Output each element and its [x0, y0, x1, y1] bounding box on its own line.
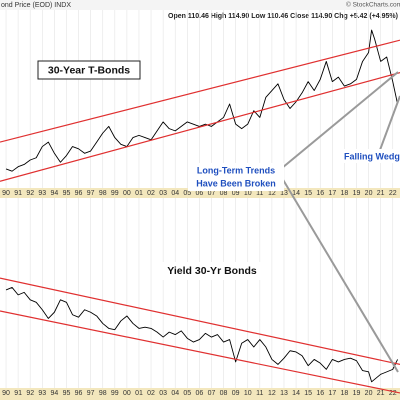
x-tick-label: 14 — [292, 390, 300, 397]
x-tick-label: 22 — [389, 190, 397, 197]
x-tick-label: 93 — [38, 390, 46, 397]
x-tick-label: 93 — [38, 190, 46, 197]
x-tick-label: 08 — [220, 190, 228, 197]
x-tick-label: 90 — [2, 390, 10, 397]
x-tick-label: 08 — [220, 390, 228, 397]
x-tick-label: 94 — [50, 390, 58, 397]
x-tick-label: 21 — [377, 190, 385, 197]
x-tick-label: 97 — [87, 190, 95, 197]
x-tick-label: 15 — [304, 390, 312, 397]
x-tick-label: 03 — [159, 390, 167, 397]
x-tick-label: 19 — [353, 190, 361, 197]
x-tick-label: 17 — [328, 390, 336, 397]
x-tick-label: 14 — [292, 190, 300, 197]
x-tick-label: 03 — [159, 190, 167, 197]
x-tick-label: 16 — [316, 390, 324, 397]
plots: 90 91 92 93 94 95 96 97 98 99 00 01 02 03 04 05 06 07 08 09… — [0, 10, 400, 397]
x-tick-label: 11 — [256, 190, 263, 197]
x-tick-label: 02 — [147, 190, 155, 197]
x-tick-label: 20 — [365, 390, 373, 397]
x-tick-label: 10 — [244, 190, 252, 197]
x-tick-label: 22 — [389, 390, 397, 397]
annotation: Have Been Broken — [196, 178, 276, 188]
x-tick-label: 90 — [2, 190, 10, 197]
x-tick-label: 18 — [341, 390, 349, 397]
x-tick-label: 96 — [75, 390, 83, 397]
trend-line — [0, 310, 400, 394]
x-tick-label: 05 — [183, 190, 191, 197]
x-tick-label: 98 — [99, 190, 107, 197]
annotation: Long-Term Trends — [197, 165, 275, 175]
callouts — [281, 71, 400, 373]
x-tick-label: 97 — [87, 390, 95, 397]
credit: © StockCharts.com — [346, 1, 400, 9]
x-tick-label: 00 — [123, 190, 131, 197]
x-tick-label: 91 — [14, 190, 22, 197]
annotation: Falling Wedge — [344, 151, 400, 161]
x-tick-label: 10 — [244, 390, 252, 397]
label-box — [37, 60, 141, 80]
x-tick-label: 06 — [195, 190, 203, 197]
trend-line — [0, 39, 400, 143]
x-tick-label: 95 — [63, 190, 71, 197]
annotation-box — [188, 163, 284, 191]
callout-line — [281, 177, 399, 373]
x-tick-label: 07 — [208, 190, 216, 197]
trend-line — [0, 72, 400, 182]
callout-line — [281, 71, 399, 169]
x-tick-label: 95 — [63, 390, 71, 397]
x-tick-label: 02 — [147, 390, 155, 397]
price-line — [5, 29, 399, 172]
x-tick-label: 91 — [14, 390, 22, 397]
x-tick-label: 16 — [316, 190, 324, 197]
annotation-box — [340, 149, 400, 163]
x-tick-label: 99 — [111, 190, 119, 197]
x-tick-label: 94 — [50, 190, 58, 197]
panel-title: 30-Year T-Bonds — [48, 64, 130, 76]
x-tick-label: 12 — [268, 190, 276, 197]
x-tick-label: 17 — [328, 190, 336, 197]
label-box — [160, 262, 264, 280]
x-tick-label: 99 — [111, 390, 119, 397]
trend-line — [0, 277, 400, 365]
x-axis-band — [0, 388, 400, 400]
x-tick-label: 96 — [75, 190, 83, 197]
x-tick-label: 92 — [26, 190, 34, 197]
x-tick-label: 18 — [341, 190, 349, 197]
x-tick-label: 11 — [256, 390, 263, 397]
x-tick-label: 00 — [123, 390, 131, 397]
x-tick-label: 15 — [304, 190, 312, 197]
x-tick-label: 92 — [26, 390, 34, 397]
x-tick-label: 09 — [232, 190, 240, 197]
header-bar — [0, 0, 400, 10]
x-tick-label: 12 — [268, 390, 276, 397]
quote: Open 110.46 High 114.90 Low 110.46 Close… — [168, 13, 398, 20]
x-tick-label: 19 — [353, 390, 361, 397]
x-tick-label: 21 — [377, 390, 385, 397]
x-tick-label: 20 — [365, 190, 373, 197]
price-line — [5, 286, 398, 383]
x-tick-label: 04 — [171, 390, 179, 397]
header-title: ond Price (EOD) INDX — [1, 2, 71, 9]
x-tick-label: 04 — [171, 190, 179, 197]
x-tick-label: 07 — [208, 390, 216, 397]
x-tick-label: 01 — [135, 390, 143, 397]
callout-line — [379, 95, 400, 151]
x-tick-label: 09 — [232, 390, 240, 397]
x-axis-band — [0, 188, 400, 198]
x-tick-label: 05 — [183, 390, 191, 397]
x-tick-label: 13 — [280, 390, 288, 397]
x-tick-label: 13 — [280, 190, 288, 197]
x-tick-label: 06 — [195, 390, 203, 397]
x-tick-label: 01 — [135, 190, 143, 197]
x-tick-label: 98 — [99, 390, 107, 397]
panel-title: Yield 30-Yr Bonds — [167, 265, 257, 277]
